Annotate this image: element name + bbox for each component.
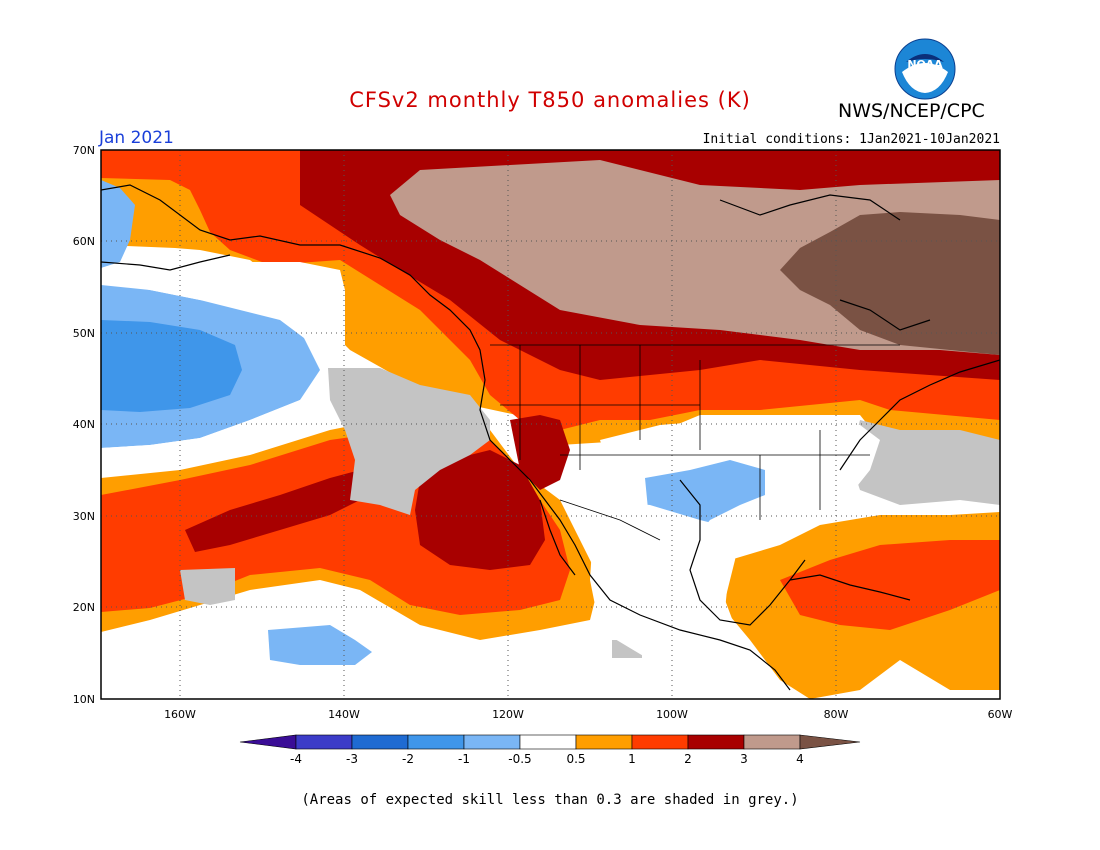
svg-text:NOAA: NOAA — [907, 58, 943, 71]
anomaly-negative-region-alaska — [101, 180, 135, 268]
anomaly-1-2-region-caribbean — [780, 540, 1000, 630]
forecast-month: Jan 2021 — [99, 128, 174, 148]
anomaly-above-4-region — [780, 212, 1000, 355]
colorbar-tick-label: -0.5 — [508, 752, 531, 766]
skill-footnote: (Areas of expected skill less than 0.3 a… — [301, 792, 799, 808]
colorbar-swatch — [575, 734, 633, 750]
colorbar-arrow-high — [799, 734, 861, 750]
colorbar: -4 -3 -2 -1 -0.5 0.5 1 2 3 4 — [239, 734, 861, 766]
noaa-logo: NOAA — [894, 38, 956, 100]
anomaly-2-3-region-california — [415, 450, 545, 570]
colorbar-swatch — [687, 734, 745, 750]
colorbar-tick-label: 0.5 — [566, 752, 585, 766]
agency-label: NWS/NCEP/CPC — [838, 100, 985, 122]
lon-label: 80W — [824, 708, 849, 721]
low-skill-region-atlantic — [850, 420, 1000, 505]
map-title: CFSv2 monthly T850 anomalies (K) — [349, 88, 751, 112]
lon-label: 140W — [328, 708, 360, 721]
longitude-labels: 160W 140W 120W 100W 80W 60W — [164, 708, 1012, 721]
lat-label: 30N — [73, 510, 95, 523]
colorbar-tick-label: 4 — [796, 752, 804, 766]
low-skill-region-west — [328, 368, 490, 515]
map-frame — [100, 149, 1001, 700]
anomaly-negative-region-hawaii — [268, 625, 372, 665]
lat-label: 50N — [73, 327, 95, 340]
lat-label: 20N — [73, 601, 95, 614]
colorbar-tick-label: -4 — [290, 752, 302, 766]
colorbar-swatch — [519, 734, 577, 750]
colorbar-swatch — [631, 734, 689, 750]
lat-label: 60N — [73, 235, 95, 248]
colorbar-tick-label: 2 — [684, 752, 692, 766]
lat-label: 10N — [73, 693, 95, 706]
lat-label: 70N — [73, 144, 95, 157]
anomaly-2-3-region-subtropics — [185, 470, 360, 552]
lon-label: 160W — [164, 708, 196, 721]
near-normal-region-mexico — [590, 500, 740, 660]
anomaly-2-3-region-southwest — [510, 415, 570, 490]
latitude-labels: 70N 60N 50N 40N 30N 20N 10N — [73, 144, 95, 706]
lat-label: 40N — [73, 418, 95, 431]
colorbar-arrow-low — [239, 734, 297, 750]
coastlines — [101, 184, 1000, 691]
lon-label: 60W — [988, 708, 1013, 721]
colorbar-tick-label: -2 — [402, 752, 414, 766]
colorbar-swatch — [743, 734, 801, 750]
anomaly-minus1-region-pacific — [101, 320, 242, 412]
colorbar-tick-label: 3 — [740, 752, 748, 766]
near-normal-band-pacific — [101, 380, 345, 478]
initial-conditions: Initial conditions: 1Jan2021-10Jan2021 — [702, 132, 1000, 147]
low-skill-region-hawaii — [180, 568, 235, 605]
political-borders — [490, 344, 900, 541]
lon-label: 100W — [656, 708, 688, 721]
anomaly-field — [101, 150, 1000, 699]
lon-label: 120W — [492, 708, 524, 721]
colorbar-tick-label: -3 — [346, 752, 358, 766]
colorbar-swatch — [295, 734, 353, 750]
colorbar-tick-label: -1 — [458, 752, 470, 766]
colorbar-swatch — [351, 734, 409, 750]
near-normal-band-north — [101, 260, 345, 350]
colorbar-swatch — [407, 734, 465, 750]
colorbar-tick-label: 1 — [628, 752, 636, 766]
colorbar-swatch — [463, 734, 521, 750]
